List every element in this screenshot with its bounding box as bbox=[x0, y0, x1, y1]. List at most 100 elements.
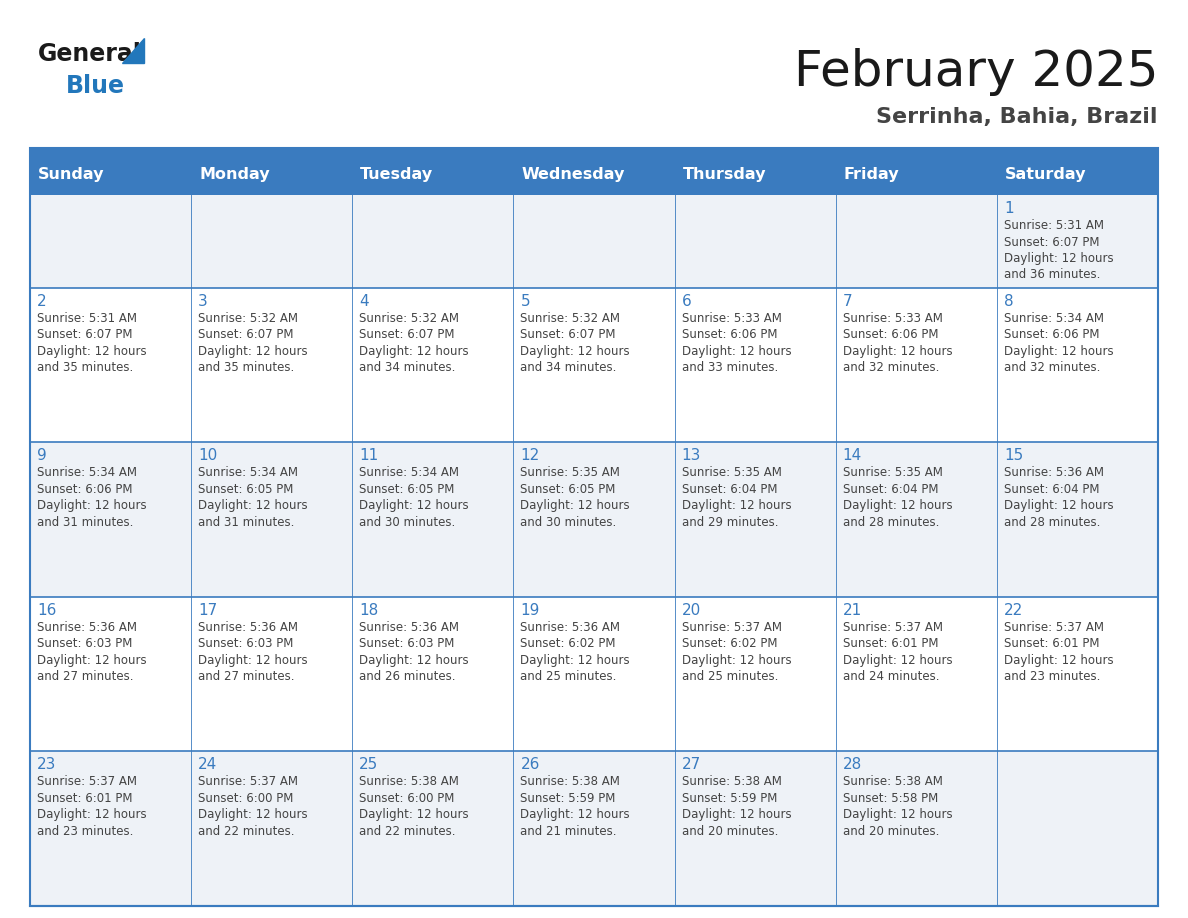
Text: Saturday: Saturday bbox=[1005, 166, 1086, 182]
Bar bbox=[997, 153, 1158, 195]
Text: Sunrise: 5:38 AM: Sunrise: 5:38 AM bbox=[842, 776, 942, 789]
Text: Sunrise: 5:37 AM: Sunrise: 5:37 AM bbox=[1004, 621, 1104, 633]
Text: 7: 7 bbox=[842, 294, 852, 308]
Text: Sunrise: 5:37 AM: Sunrise: 5:37 AM bbox=[37, 776, 137, 789]
Bar bbox=[997, 195, 1158, 287]
Text: and 35 minutes.: and 35 minutes. bbox=[198, 362, 295, 375]
Bar bbox=[353, 153, 513, 195]
Text: Daylight: 12 hours: Daylight: 12 hours bbox=[359, 499, 469, 512]
Text: Tuesday: Tuesday bbox=[360, 166, 434, 182]
Text: Sunrise: 5:32 AM: Sunrise: 5:32 AM bbox=[198, 312, 298, 325]
Text: Daylight: 12 hours: Daylight: 12 hours bbox=[1004, 345, 1113, 358]
Bar bbox=[997, 287, 1158, 442]
Text: Sunset: 6:00 PM: Sunset: 6:00 PM bbox=[198, 792, 293, 805]
Text: 6: 6 bbox=[682, 294, 691, 308]
Text: and 28 minutes.: and 28 minutes. bbox=[842, 516, 939, 529]
Text: 17: 17 bbox=[198, 603, 217, 618]
Text: and 20 minutes.: and 20 minutes. bbox=[842, 825, 939, 838]
Text: Daylight: 12 hours: Daylight: 12 hours bbox=[842, 654, 953, 666]
Bar bbox=[30, 287, 191, 442]
Bar bbox=[513, 752, 675, 906]
Text: and 30 minutes.: and 30 minutes. bbox=[359, 516, 455, 529]
Text: Daylight: 12 hours: Daylight: 12 hours bbox=[198, 345, 308, 358]
Text: and 31 minutes.: and 31 minutes. bbox=[37, 516, 133, 529]
Text: and 21 minutes.: and 21 minutes. bbox=[520, 825, 617, 838]
Text: Sunset: 6:07 PM: Sunset: 6:07 PM bbox=[1004, 236, 1099, 249]
Text: February 2025: February 2025 bbox=[794, 48, 1158, 96]
Text: Daylight: 12 hours: Daylight: 12 hours bbox=[37, 809, 146, 822]
Text: 26: 26 bbox=[520, 757, 539, 772]
Text: and 33 minutes.: and 33 minutes. bbox=[682, 362, 778, 375]
Text: Sunrise: 5:37 AM: Sunrise: 5:37 AM bbox=[198, 776, 298, 789]
Text: and 32 minutes.: and 32 minutes. bbox=[1004, 362, 1100, 375]
Text: Sunrise: 5:38 AM: Sunrise: 5:38 AM bbox=[682, 776, 782, 789]
Text: 20: 20 bbox=[682, 603, 701, 618]
Bar bbox=[835, 195, 997, 287]
Text: Daylight: 12 hours: Daylight: 12 hours bbox=[520, 345, 630, 358]
Text: Sunset: 6:06 PM: Sunset: 6:06 PM bbox=[842, 329, 939, 341]
Text: Daylight: 12 hours: Daylight: 12 hours bbox=[520, 654, 630, 666]
Text: 1: 1 bbox=[1004, 201, 1013, 216]
Text: Daylight: 12 hours: Daylight: 12 hours bbox=[359, 654, 469, 666]
Text: Daylight: 12 hours: Daylight: 12 hours bbox=[682, 809, 791, 822]
Text: 12: 12 bbox=[520, 448, 539, 464]
Text: and 29 minutes.: and 29 minutes. bbox=[682, 516, 778, 529]
Text: and 30 minutes.: and 30 minutes. bbox=[520, 516, 617, 529]
Bar bbox=[997, 442, 1158, 597]
Text: Sunset: 6:01 PM: Sunset: 6:01 PM bbox=[842, 637, 939, 650]
Bar bbox=[513, 195, 675, 287]
Text: Sunset: 6:07 PM: Sunset: 6:07 PM bbox=[198, 329, 293, 341]
Text: Daylight: 12 hours: Daylight: 12 hours bbox=[682, 654, 791, 666]
Text: and 27 minutes.: and 27 minutes. bbox=[198, 670, 295, 683]
Text: 15: 15 bbox=[1004, 448, 1023, 464]
Text: Daylight: 12 hours: Daylight: 12 hours bbox=[1004, 654, 1113, 666]
Text: 8: 8 bbox=[1004, 294, 1013, 308]
Text: 5: 5 bbox=[520, 294, 530, 308]
Text: and 34 minutes.: and 34 minutes. bbox=[520, 362, 617, 375]
Text: and 32 minutes.: and 32 minutes. bbox=[842, 362, 939, 375]
Text: Sunset: 6:07 PM: Sunset: 6:07 PM bbox=[520, 329, 615, 341]
Text: Sunset: 6:02 PM: Sunset: 6:02 PM bbox=[682, 637, 777, 650]
Bar bbox=[835, 597, 997, 752]
Text: Sunset: 6:04 PM: Sunset: 6:04 PM bbox=[842, 483, 939, 496]
Text: Sunrise: 5:34 AM: Sunrise: 5:34 AM bbox=[198, 466, 298, 479]
Polygon shape bbox=[122, 38, 144, 63]
Text: Sunset: 5:59 PM: Sunset: 5:59 PM bbox=[520, 792, 615, 805]
Bar bbox=[191, 195, 353, 287]
Text: Daylight: 12 hours: Daylight: 12 hours bbox=[520, 499, 630, 512]
Text: and 36 minutes.: and 36 minutes. bbox=[1004, 268, 1100, 282]
Text: Daylight: 12 hours: Daylight: 12 hours bbox=[37, 654, 146, 666]
Text: Daylight: 12 hours: Daylight: 12 hours bbox=[682, 499, 791, 512]
Text: Sunset: 5:59 PM: Sunset: 5:59 PM bbox=[682, 792, 777, 805]
Text: Sunset: 6:02 PM: Sunset: 6:02 PM bbox=[520, 637, 615, 650]
Text: Sunrise: 5:34 AM: Sunrise: 5:34 AM bbox=[1004, 312, 1104, 325]
Text: Daylight: 12 hours: Daylight: 12 hours bbox=[198, 654, 308, 666]
Text: Sunrise: 5:34 AM: Sunrise: 5:34 AM bbox=[359, 466, 460, 479]
Text: and 26 minutes.: and 26 minutes. bbox=[359, 670, 456, 683]
Bar bbox=[513, 597, 675, 752]
Bar bbox=[675, 442, 835, 597]
Text: Daylight: 12 hours: Daylight: 12 hours bbox=[37, 499, 146, 512]
Text: and 31 minutes.: and 31 minutes. bbox=[198, 516, 295, 529]
Bar bbox=[675, 287, 835, 442]
Text: Daylight: 12 hours: Daylight: 12 hours bbox=[37, 345, 146, 358]
Text: General: General bbox=[38, 42, 141, 66]
Text: Sunset: 6:01 PM: Sunset: 6:01 PM bbox=[37, 792, 133, 805]
Bar bbox=[835, 153, 997, 195]
Text: and 25 minutes.: and 25 minutes. bbox=[520, 670, 617, 683]
Bar bbox=[675, 597, 835, 752]
Text: Sunrise: 5:37 AM: Sunrise: 5:37 AM bbox=[682, 621, 782, 633]
Text: Sunset: 5:58 PM: Sunset: 5:58 PM bbox=[842, 792, 939, 805]
Text: Sunrise: 5:31 AM: Sunrise: 5:31 AM bbox=[37, 312, 137, 325]
Text: Sunset: 6:04 PM: Sunset: 6:04 PM bbox=[1004, 483, 1099, 496]
Text: Sunrise: 5:36 AM: Sunrise: 5:36 AM bbox=[37, 621, 137, 633]
Text: Sunrise: 5:33 AM: Sunrise: 5:33 AM bbox=[682, 312, 782, 325]
Text: Sunrise: 5:33 AM: Sunrise: 5:33 AM bbox=[842, 312, 942, 325]
Text: and 28 minutes.: and 28 minutes. bbox=[1004, 516, 1100, 529]
Bar bbox=[30, 442, 191, 597]
Text: and 35 minutes.: and 35 minutes. bbox=[37, 362, 133, 375]
Bar bbox=[513, 153, 675, 195]
Text: and 34 minutes.: and 34 minutes. bbox=[359, 362, 456, 375]
Text: 4: 4 bbox=[359, 294, 369, 308]
Text: 23: 23 bbox=[37, 757, 56, 772]
